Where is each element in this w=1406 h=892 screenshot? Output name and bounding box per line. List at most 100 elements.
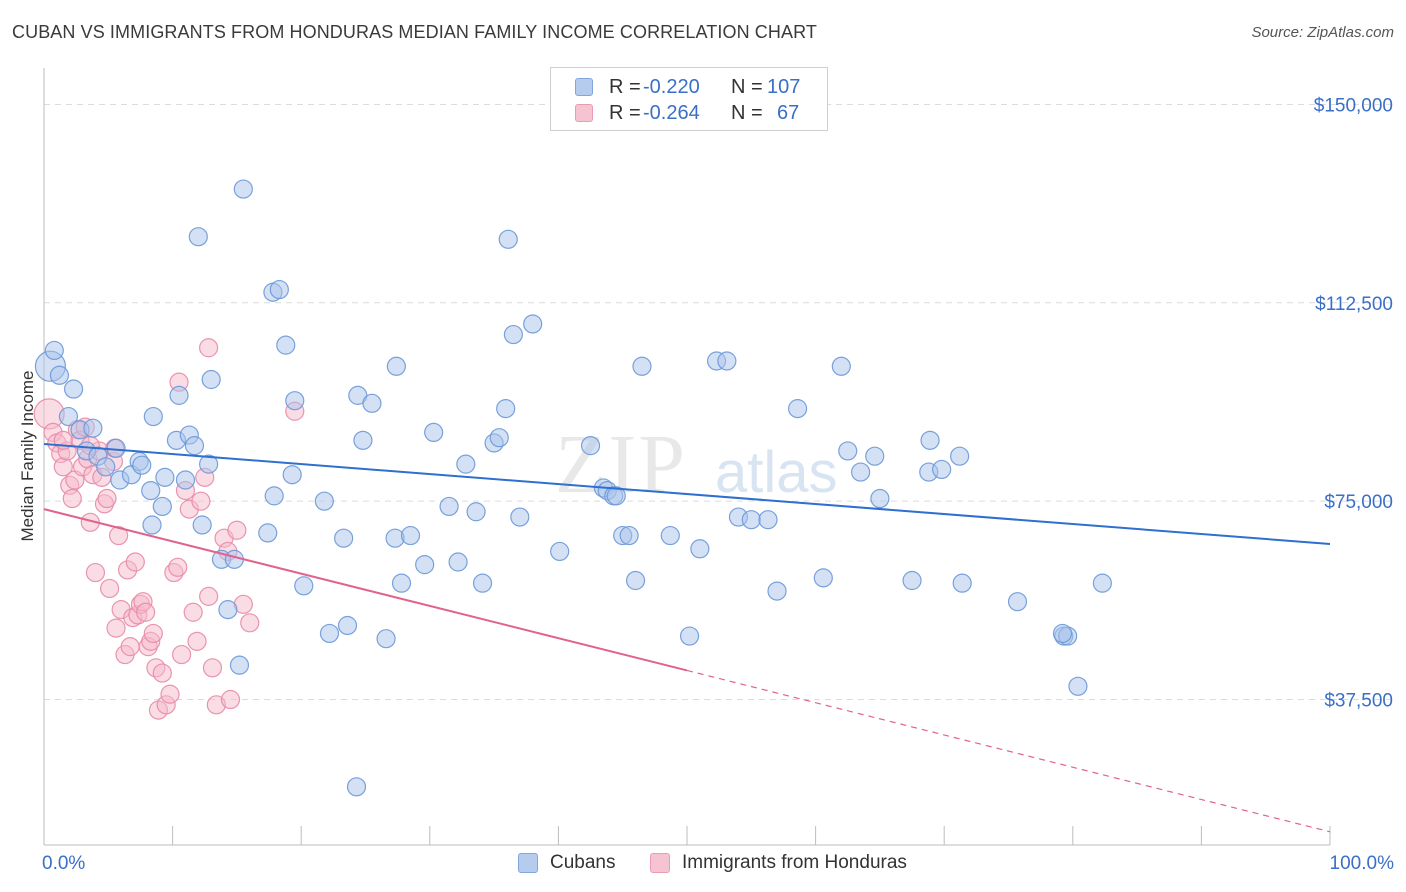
cuban-point — [132, 455, 152, 475]
honduras-point — [187, 631, 207, 651]
bottom-legend-swatch-honduras — [650, 853, 670, 873]
cuban-point — [1007, 592, 1028, 612]
honduras-point — [199, 338, 219, 358]
source-label: Source: ZipAtlas.com — [1251, 24, 1394, 41]
cuban-point — [952, 573, 972, 593]
bottom-legend-label-cubans: Cubans — [550, 852, 616, 873]
cuban-point — [920, 430, 940, 450]
cuban-point — [63, 379, 84, 399]
cuban-point — [758, 510, 778, 530]
cuban-point — [218, 600, 238, 620]
cuban-point — [870, 488, 890, 509]
cuban-point — [932, 459, 952, 480]
correlation-legend: R = -0.220 N = 107 R = -0.264 N = 67 — [550, 67, 828, 131]
honduras-point — [220, 689, 241, 710]
cuban-point — [376, 629, 396, 649]
cuban-point — [1068, 676, 1088, 696]
cuban-point — [269, 279, 289, 300]
cuban-point — [337, 615, 358, 636]
honduras-points — [33, 338, 305, 720]
chart-title: CUBAN VS IMMIGRANTS FROM HONDURAS MEDIAN… — [12, 22, 817, 42]
cuban-point — [314, 491, 334, 511]
cuban-point — [346, 777, 367, 797]
trend-line-solid-honduras — [43, 508, 688, 672]
cuban-point — [362, 393, 382, 413]
x-tick-labels: 0.0% 100.0% — [42, 853, 1394, 874]
cuban-point — [169, 385, 189, 405]
honduras-point — [168, 557, 188, 577]
bottom-legend-cubans: Cubans — [518, 852, 616, 874]
cuban-point — [141, 480, 161, 501]
honduras-point — [108, 525, 129, 546]
legend-n-value-cubans: 107 — [767, 75, 801, 98]
cuban-point — [838, 441, 858, 461]
watermark-atlas: atlas — [715, 440, 838, 505]
cuban-point — [787, 399, 808, 419]
legend-r-value-cubans: -0.220 — [643, 75, 700, 98]
cuban-point — [902, 570, 922, 591]
honduras-point — [227, 520, 247, 540]
honduras-point — [160, 684, 180, 704]
axes — [43, 68, 1331, 846]
cuban-point — [415, 555, 435, 575]
cuban-point — [498, 229, 518, 249]
legend-r-value-honduras: -0.264 — [643, 101, 700, 124]
honduras-point — [191, 491, 211, 511]
honduras-point — [106, 618, 126, 638]
cuban-point — [334, 528, 354, 548]
bottom-legend-label-honduras: Immigrants from Honduras — [682, 852, 907, 873]
cuban-point — [660, 525, 680, 546]
cuban-point — [83, 418, 103, 438]
cuban-point — [496, 399, 516, 419]
y-tick-label: $150,000 — [1314, 95, 1393, 116]
y-tick-label: $37,500 — [1324, 691, 1393, 712]
cuban-point — [400, 525, 421, 546]
cuban-point — [510, 507, 530, 527]
honduras-point — [99, 578, 120, 599]
cuban-point — [143, 406, 163, 427]
cuban-point — [950, 446, 970, 466]
legend-swatch-honduras — [575, 104, 593, 122]
honduras-point — [97, 488, 117, 509]
cuban-point — [319, 623, 340, 644]
honduras-point — [202, 658, 223, 678]
cuban-point — [439, 496, 459, 517]
cuban-point — [503, 324, 523, 345]
cuban-point — [865, 446, 885, 466]
cuban-point — [96, 457, 116, 477]
cuban-point — [192, 515, 212, 535]
cuban-point — [184, 436, 205, 456]
x-tick-label-max: 100.0% — [1330, 853, 1395, 874]
honduras-point — [120, 637, 140, 657]
cuban-point — [152, 496, 172, 517]
cuban-point — [466, 502, 486, 522]
cuban-point — [606, 486, 626, 506]
watermark: ZIP atlas — [555, 418, 838, 511]
bottom-legend-swatch-cubans — [518, 853, 538, 873]
trend-lines — [43, 443, 1331, 833]
cuban-point — [175, 470, 196, 490]
legend-n-label: N = — [731, 75, 763, 98]
cuban-point — [813, 568, 833, 588]
cuban-point — [1052, 623, 1073, 644]
cuban-point — [619, 525, 639, 546]
honduras-point — [199, 586, 219, 606]
legend-r-label: R = — [609, 101, 641, 124]
honduras-point — [240, 613, 260, 633]
cuban-point — [233, 179, 253, 199]
cuban-point — [188, 227, 208, 247]
cuban-point — [448, 552, 468, 572]
honduras-point — [172, 644, 192, 665]
honduras-point — [85, 562, 106, 583]
honduras-point — [125, 552, 145, 572]
cuban-point — [44, 340, 64, 361]
cuban-point — [199, 454, 219, 474]
cuban-point — [580, 436, 601, 456]
cuban-point — [294, 576, 314, 596]
y-tick-labels: $37,500 $75,000 $112,500 $150,000 — [1314, 95, 1393, 711]
y-tick-label: $112,500 — [1315, 294, 1393, 315]
honduras-point — [152, 663, 172, 683]
trend-line-dashed-honduras — [686, 669, 1331, 833]
honduras-point — [135, 602, 156, 622]
cuban-point — [142, 515, 162, 535]
